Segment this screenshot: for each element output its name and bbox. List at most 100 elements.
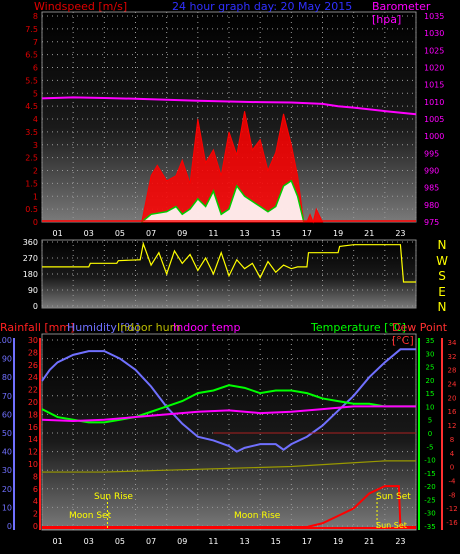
humidity-y-tick: 30 xyxy=(2,466,12,475)
rain-y-tick: 30 xyxy=(28,336,38,345)
wind-y-tick: 7.5 xyxy=(25,25,38,34)
dir-y-tick: 360 xyxy=(23,238,38,247)
wind-x-tick: 15 xyxy=(271,229,281,238)
wind-x-tick: 13 xyxy=(239,229,249,238)
dir-label-n2: N xyxy=(437,300,447,314)
baro-y-tick: 990 xyxy=(424,167,439,176)
dew-y-tick: 8 xyxy=(450,436,454,444)
humidity-title: Humidity [%] xyxy=(67,321,140,334)
rain-y-tick: 0 xyxy=(33,522,38,531)
temp-x-tick: 01 xyxy=(52,537,62,546)
temp-x-tick: 21 xyxy=(364,537,374,546)
wind-y-tick: 1.5 xyxy=(25,179,38,188)
wind-y-tick: 7 xyxy=(33,38,38,47)
temp-x-tick: 09 xyxy=(177,537,187,546)
dir-label-w: W xyxy=(436,253,448,268)
baro-y-tick: 1025 xyxy=(424,46,444,55)
rain-y-tick: 4 xyxy=(33,497,38,506)
dir-y-tick: 270 xyxy=(23,254,38,263)
direction-line xyxy=(42,241,416,283)
rain-y-tick: 26 xyxy=(28,361,38,370)
wind-y-tick: 5.5 xyxy=(25,76,38,85)
temp-x-tick: 19 xyxy=(333,537,343,546)
wind-x-tick: 11 xyxy=(208,229,218,238)
wind-y-tick: 2.5 xyxy=(25,154,38,163)
temp-x-tick: 11 xyxy=(208,537,218,546)
wind-y-tick: 8 xyxy=(33,12,38,21)
temp-y-tick: 35 xyxy=(426,337,435,345)
temp-x-tick: 07 xyxy=(146,537,156,546)
temp-y-tick: 20 xyxy=(426,377,435,385)
dew-y-tick: 4 xyxy=(450,450,455,458)
dew-y-tick: 20 xyxy=(448,394,457,402)
wind-y-tick: 1 xyxy=(33,192,38,201)
wind-y-tick: 0 xyxy=(33,218,38,227)
indoor-temp-title: Indoor temp xyxy=(173,321,241,334)
humidity-y-tick: 70 xyxy=(2,392,12,401)
wind-y-tick: 3.5 xyxy=(25,128,38,137)
temp-y-tick: 10 xyxy=(426,403,435,411)
barometer-line xyxy=(41,96,417,116)
wind-y-tick: 4.5 xyxy=(25,102,38,111)
moon-rise-label: Moon Rise xyxy=(234,511,281,521)
baro-y-tick: 1015 xyxy=(424,81,444,90)
barometer-title: Barometer [hpa] xyxy=(372,0,431,26)
temp-x-tick: 23 xyxy=(395,537,405,546)
sun-set-label-2: Sun Set xyxy=(376,521,407,530)
wind-x-tick: 07 xyxy=(146,229,156,238)
baro-y-tick: 975 xyxy=(424,218,439,227)
baro-y-tick: 1005 xyxy=(424,115,444,124)
temp-y-tick: -10 xyxy=(424,457,435,465)
baro-y-tick: 1030 xyxy=(424,29,444,38)
windspeed-title: Windspeed [m/s] xyxy=(34,0,128,13)
wind-y-tick: 4 xyxy=(33,115,38,124)
dir-label-s: S xyxy=(438,269,446,283)
wind-x-tick: 05 xyxy=(115,229,125,238)
dir-y-tick: 90 xyxy=(28,286,38,295)
baro-y-tick: 980 xyxy=(424,201,439,210)
humidity-y-tick: 40 xyxy=(2,448,12,457)
temp-y-tick: -20 xyxy=(424,483,435,491)
baro-y-tick: 995 xyxy=(424,149,439,158)
wind-y-tick: 3 xyxy=(33,141,38,150)
wind-x-tick: 01 xyxy=(52,229,62,238)
dew-y-tick: -4 xyxy=(449,477,457,485)
dir-label-n: N xyxy=(437,238,447,252)
temperature-line xyxy=(41,384,416,424)
temp-x-tick: 13 xyxy=(239,537,249,546)
dir-label-e: E xyxy=(438,284,446,299)
dew-y-tick: -8 xyxy=(449,491,456,499)
dew-y-tick: -12 xyxy=(446,505,457,513)
temp-y-tick: -35 xyxy=(424,523,435,531)
baro-y-tick: 985 xyxy=(424,184,439,193)
baro-y-tick: 1010 xyxy=(424,98,444,107)
dir-y-tick: 180 xyxy=(23,270,38,279)
rain-y-tick: 10 xyxy=(28,460,38,469)
temperature-title: Temperature [°C] xyxy=(311,321,406,334)
temp-x-tick: 15 xyxy=(271,537,281,546)
wind-x-tick: 23 xyxy=(395,229,405,238)
rain-y-tick: 8 xyxy=(33,472,38,481)
gust-area xyxy=(141,111,324,224)
dew-point-title: Dew Point [°C] xyxy=(392,321,448,347)
humidity-y-tick: 50 xyxy=(2,429,12,438)
moon-set-label: Moon Set xyxy=(69,511,112,521)
rain-y-tick: 14 xyxy=(28,435,38,444)
wind-x-tick: 19 xyxy=(333,229,343,238)
wind-x-tick: 21 xyxy=(364,229,374,238)
humidity-y-tick: 20 xyxy=(2,485,12,494)
temp-y-tick: 25 xyxy=(426,364,435,372)
temp-y-tick: 0 xyxy=(428,430,432,438)
temp-x-tick: 03 xyxy=(84,537,94,546)
dew-y-tick: -16 xyxy=(446,519,458,527)
indoor-hum-title: Indoor hum xyxy=(117,321,181,334)
rain-y-tick: 24 xyxy=(28,373,38,382)
wind-x-tick: 17 xyxy=(302,229,312,238)
dir-y-tick: 0 xyxy=(33,302,38,311)
temp-y-tick: -5 xyxy=(427,443,434,451)
humidity-y-tick: 0 xyxy=(7,522,12,531)
wind-x-tick: 09 xyxy=(177,229,187,238)
wind-y-tick: 0.5 xyxy=(25,205,38,214)
temp-panel-frame xyxy=(41,333,417,531)
